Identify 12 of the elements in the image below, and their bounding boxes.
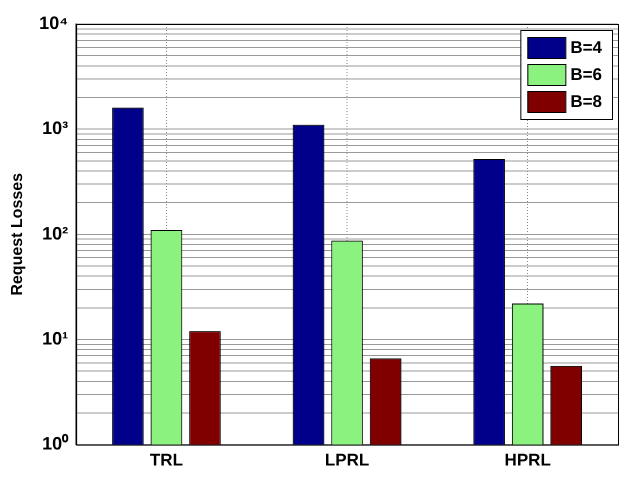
x-tick-label: LPRL	[324, 450, 370, 470]
y-tick-label: 10⁰	[42, 434, 70, 454]
y-tick-label: 10⁴	[39, 12, 68, 33]
y-tick-label: 10¹	[42, 328, 68, 348]
y-axis-title: Request Losses	[9, 172, 26, 296]
x-tick-label: TRL	[150, 450, 183, 470]
legend-label: B=4	[570, 38, 603, 58]
y-tick-label: 10²	[42, 223, 68, 244]
x-tick-label: HPRL	[504, 450, 551, 470]
legend-label: B=8	[570, 92, 602, 112]
y-tick-label: 10³	[42, 118, 68, 138]
legend-label: B=6	[570, 65, 602, 84]
